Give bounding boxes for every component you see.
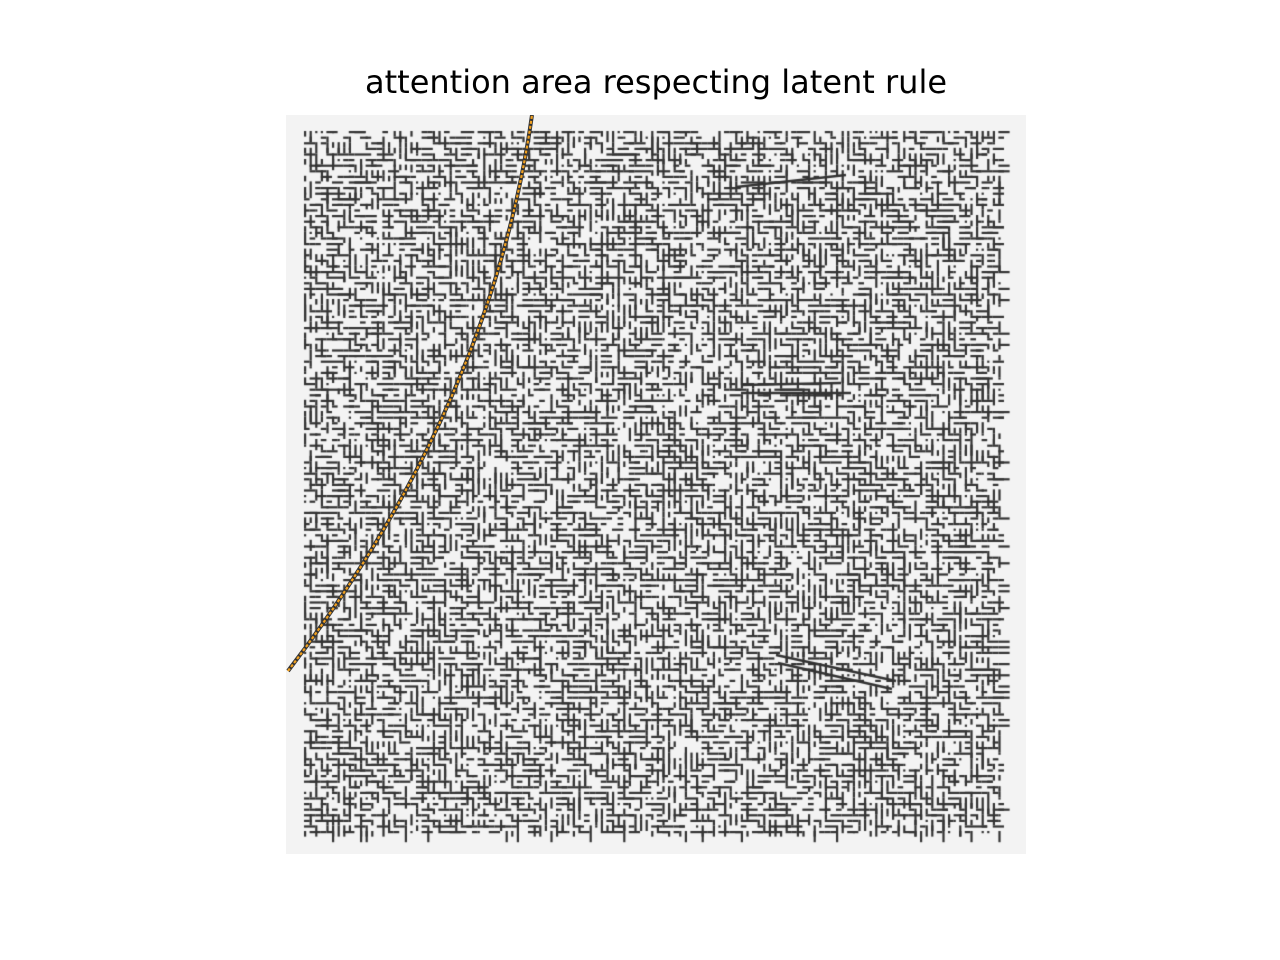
figure-title: attention area respecting latent rule [364, 63, 948, 101]
attention-band-core [287, 115, 534, 672]
attention-band-outline [286, 115, 534, 673]
attention-overlay [286, 115, 534, 673]
image-panel [286, 115, 1026, 854]
